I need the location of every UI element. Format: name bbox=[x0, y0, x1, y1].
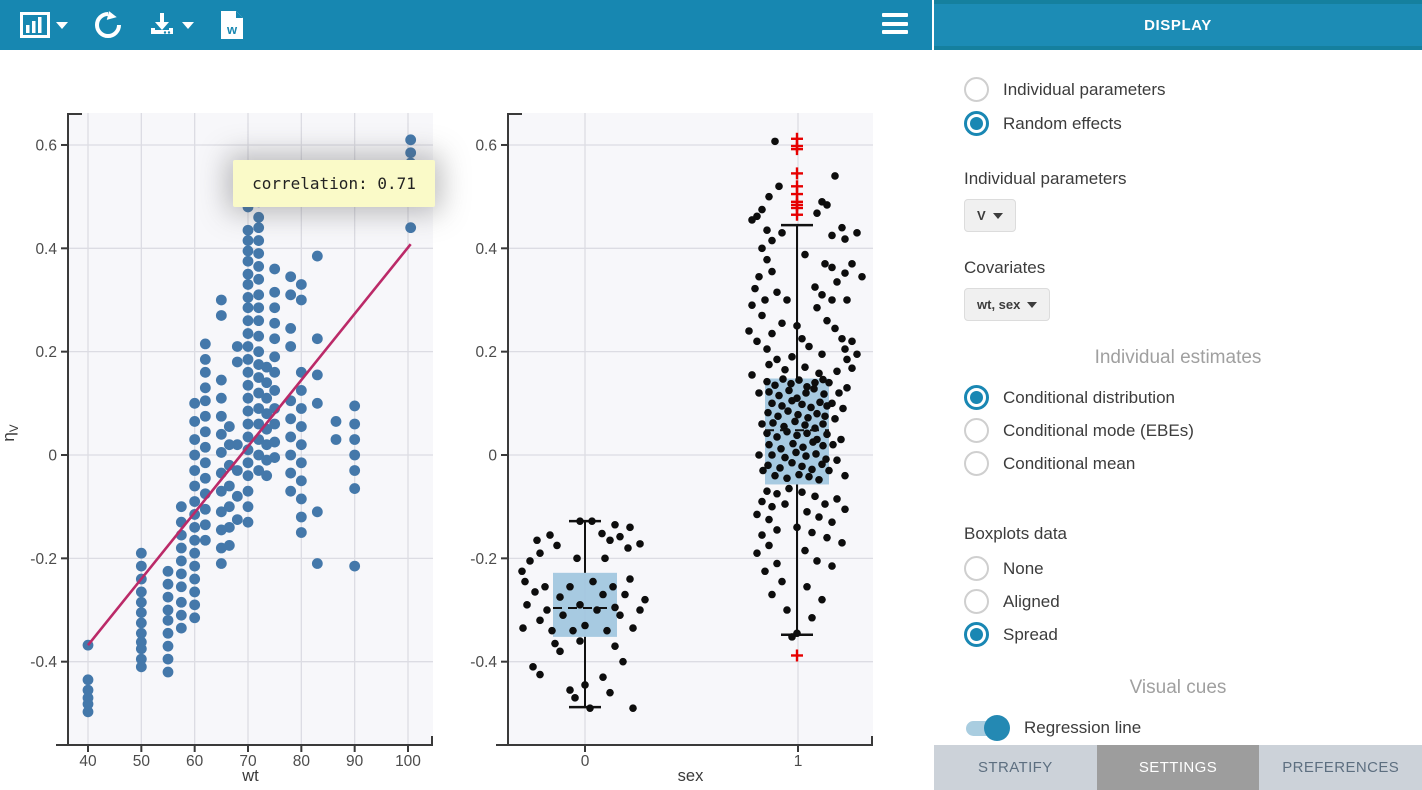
panel-header: DISPLAY bbox=[934, 0, 1422, 50]
svg-text:0: 0 bbox=[488, 448, 497, 465]
radio-random-effects[interactable] bbox=[964, 111, 989, 136]
svg-text:40: 40 bbox=[79, 753, 97, 770]
radio-boxplots-none[interactable] bbox=[964, 556, 989, 581]
bar-chart-icon bbox=[20, 12, 50, 38]
chevron-down-icon bbox=[182, 21, 194, 29]
regression-line-toggle-label: Regression line bbox=[1024, 718, 1142, 737]
svg-text:0.4: 0.4 bbox=[35, 241, 57, 258]
radio-conditional-distribution[interactable] bbox=[964, 385, 989, 410]
charts-svg: 0.6 0.4 0.2 0 -0.2 -0.4 wt 0.6 0.4 0.2 0 -0.2 -0.4 se… bbox=[0, 113, 873, 785]
panel-tabs: STRATIFY SETTINGS PREFERENCES bbox=[934, 745, 1422, 790]
menu-icon[interactable] bbox=[882, 13, 908, 37]
parameter-dropdown[interactable]: V bbox=[964, 199, 1016, 232]
radio-boxplots-spread[interactable] bbox=[964, 622, 989, 647]
covariates-label: Covariates bbox=[964, 258, 1046, 277]
svg-text:0.2: 0.2 bbox=[475, 344, 497, 361]
regression-line bbox=[86, 243, 412, 646]
svg-text:50: 50 bbox=[133, 753, 151, 770]
scatter-points bbox=[82, 134, 417, 718]
svg-text:sex: sex bbox=[678, 767, 704, 785]
svg-text:0.6: 0.6 bbox=[35, 137, 57, 154]
panel-body: Individual parameters Random effects Ind… bbox=[934, 50, 1422, 745]
word-report-button[interactable]: w bbox=[214, 4, 250, 46]
plot-type-button[interactable] bbox=[14, 6, 74, 44]
chevron-down-icon bbox=[56, 21, 68, 29]
svg-text:0: 0 bbox=[48, 448, 57, 465]
radio-boxplots-spread-label: Spread bbox=[1003, 624, 1058, 644]
radio-conditional-distribution-label: Conditional distribution bbox=[1003, 387, 1175, 407]
tab-preferences[interactable]: PREFERENCES bbox=[1259, 745, 1422, 790]
y-axis-label: ηV bbox=[0, 424, 21, 441]
settings-panel: DISPLAY Individual parameters Random eff… bbox=[932, 0, 1422, 790]
download-icon bbox=[151, 13, 173, 34]
parameter-dropdown-value: V bbox=[977, 208, 986, 223]
svg-text:-0.4: -0.4 bbox=[470, 654, 497, 671]
svg-text:0: 0 bbox=[581, 753, 590, 770]
svg-text:0.2: 0.2 bbox=[35, 344, 57, 361]
regression-line-toggle[interactable] bbox=[964, 715, 1010, 741]
refresh-icon bbox=[95, 11, 121, 38]
word-doc-icon: w bbox=[221, 11, 243, 39]
svg-text:90: 90 bbox=[346, 753, 364, 770]
chevron-down-icon bbox=[1027, 301, 1038, 308]
radio-random-effects-label: Random effects bbox=[1003, 113, 1122, 133]
radio-conditional-mode-label: Conditional mode (EBEs) bbox=[1003, 420, 1194, 440]
tab-settings[interactable]: SETTINGS bbox=[1096, 745, 1260, 790]
individual-estimates-title: Individual estimates bbox=[1094, 347, 1262, 368]
plot-toolbar: w bbox=[0, 0, 932, 50]
svg-text:80: 80 bbox=[293, 753, 311, 770]
svg-text:0.6: 0.6 bbox=[475, 137, 497, 154]
svg-text:60: 60 bbox=[186, 753, 204, 770]
radio-boxplots-aligned-label: Aligned bbox=[1003, 591, 1060, 611]
svg-text:70: 70 bbox=[239, 753, 257, 770]
export-button[interactable] bbox=[142, 5, 200, 45]
covariates-dropdown-value: wt, sex bbox=[977, 297, 1021, 312]
radio-individual-parameters[interactable] bbox=[964, 77, 989, 102]
radio-boxplots-none-label: None bbox=[1003, 558, 1044, 578]
svg-text:w: w bbox=[226, 22, 238, 37]
svg-text:wt: wt bbox=[241, 767, 259, 785]
individual-parameters-label: Individual parameters bbox=[964, 169, 1127, 188]
main-area: w 0.6 0.4 0.2 0 -0.2 -0.4 wt 0.6 0.4 0.2 0 -0.2 -0.4… bbox=[0, 0, 932, 790]
svg-text:-0.2: -0.2 bbox=[30, 551, 57, 568]
radio-boxplots-aligned[interactable] bbox=[964, 589, 989, 614]
covariates-dropdown[interactable]: wt, sex bbox=[964, 288, 1051, 321]
refresh-button[interactable] bbox=[88, 5, 128, 45]
panel-title: DISPLAY bbox=[1144, 16, 1212, 34]
boxplots-data-label: Boxplots data bbox=[964, 524, 1068, 543]
visual-cues-title: Visual cues bbox=[1129, 677, 1227, 698]
svg-text:-0.4: -0.4 bbox=[30, 654, 57, 671]
tab-stratify[interactable]: STRATIFY bbox=[934, 745, 1097, 790]
correlation-tooltip: correlation: 0.71 bbox=[233, 160, 435, 207]
radio-conditional-mean-label: Conditional mean bbox=[1003, 453, 1136, 473]
svg-text:-0.2: -0.2 bbox=[470, 551, 497, 568]
svg-text:100: 100 bbox=[395, 753, 421, 770]
plots-canvas[interactable]: 0.6 0.4 0.2 0 -0.2 -0.4 wt 0.6 0.4 0.2 0 -0.2 -0.4 se… bbox=[0, 50, 932, 790]
svg-text:1: 1 bbox=[794, 753, 803, 770]
chevron-down-icon bbox=[992, 212, 1003, 219]
radio-conditional-mode[interactable] bbox=[964, 418, 989, 443]
svg-text:0.4: 0.4 bbox=[475, 241, 497, 258]
radio-individual-parameters-label: Individual parameters bbox=[1003, 79, 1166, 99]
radio-conditional-mean[interactable] bbox=[964, 451, 989, 476]
